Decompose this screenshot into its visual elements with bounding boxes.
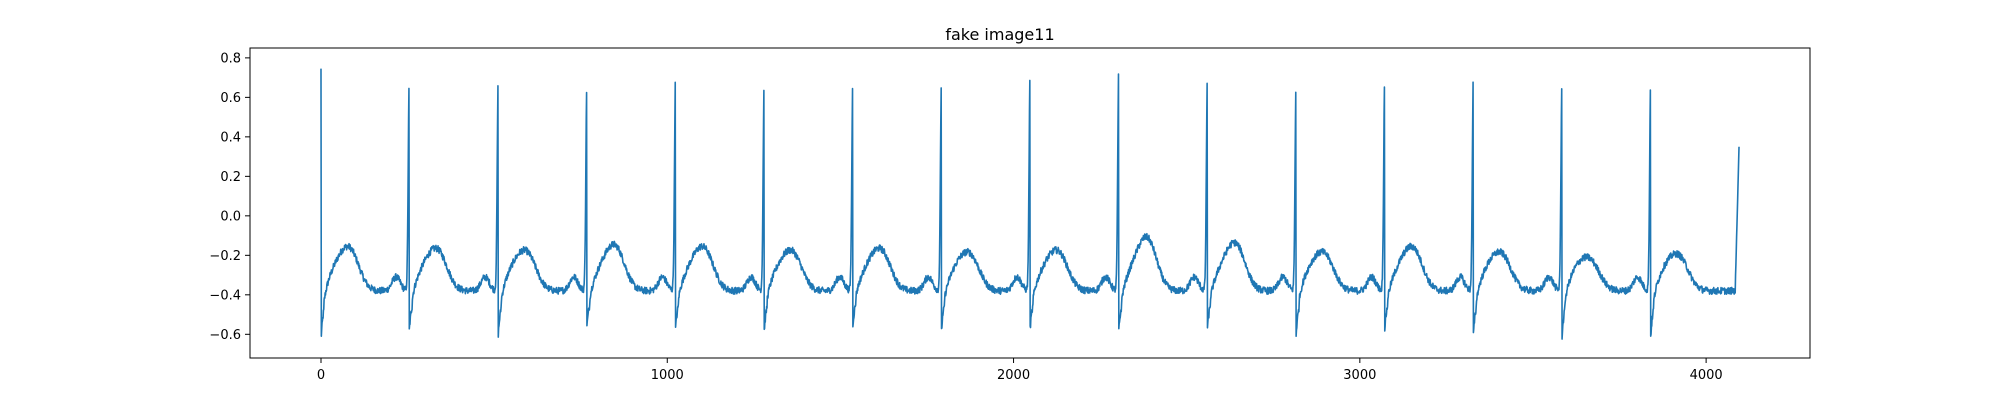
y-tick-label: 0.8 [220,51,241,66]
x-tick-label: 0 [317,368,325,383]
y-tick-label: −0.4 [209,288,241,303]
y-tick-label: 0.2 [220,170,241,185]
x-tick-label: 1000 [651,368,684,383]
ecg-series-line [320,68,1740,340]
series-group [320,68,1740,340]
x-tick-label: 2000 [997,368,1030,383]
x-tick-label: 4000 [1690,368,1723,383]
y-tick-label: 0.6 [220,91,241,106]
y-tick-label: −0.2 [209,249,241,264]
x-tick-label: 3000 [1343,368,1376,383]
y-axis: −0.6 −0.4 −0.2 0.0 0.2 0.4 0.6 0.8 [209,51,250,343]
y-tick-label: 0.0 [220,209,241,224]
plot-area: 0 1000 2000 3000 4000 −0.6 −0.4 −0.2 0.0 0.2 0.4 0… [209,47,1811,383]
y-tick-label: 0.4 [220,130,241,145]
x-axis: 0 1000 2000 3000 4000 [317,358,1723,383]
y-tick-label: −0.6 [209,328,241,343]
plot-frame [249,47,1811,359]
chart-title: fake image11 [945,25,1054,44]
